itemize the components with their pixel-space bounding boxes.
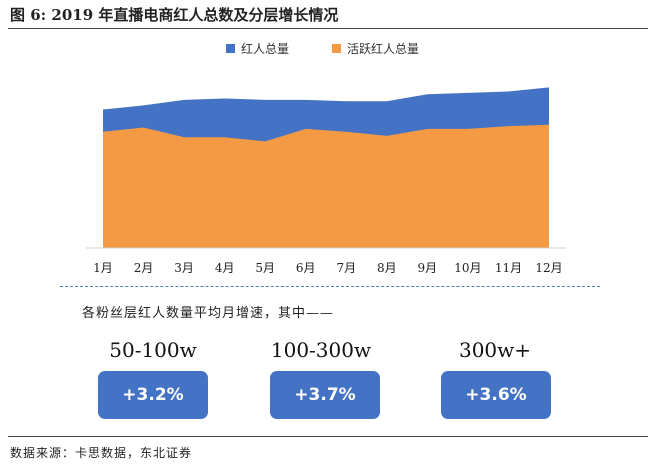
top-divider [8,28,648,29]
chart-legend: 红人总量 活跃红人总量 [0,40,656,60]
legend-swatch-total [226,44,235,53]
tier-label-text: 100-300w [270,338,372,362]
tier-label-50-100w: 50-100w [53,338,253,362]
x-tick-label: 3月 [174,261,194,275]
area-chart: 1月 2月 3月 4月 5月 6月 7月 8月 9月 10月 11月 12月 [86,87,566,275]
x-tick-label: 5月 [255,261,275,275]
tier-growth-badge-100-300w: +3.7% [270,371,380,419]
legend-item-total: 红人总量 [226,40,289,57]
x-tick-label: 9月 [418,261,438,275]
tier-growth-badge-50-100w: +3.2% [98,371,208,419]
dashed-divider [60,286,600,287]
x-tick-label: 4月 [215,261,235,275]
area-series-active [103,124,549,248]
tier-label-100-300w: 100-300w [221,338,421,362]
bottom-divider [8,436,648,437]
x-tick-label: 2月 [134,261,154,275]
x-tick-label: 12月 [535,261,562,275]
x-tick-label: 10月 [454,261,481,275]
growth-note: 各粉丝层红人数量平均月增速，其中—— [82,306,335,321]
x-tick-label: 7月 [336,261,356,275]
source-note: 数据来源：卡思数据，东北证券 [10,446,193,460]
legend-item-active: 活跃红人总量 [332,40,419,57]
legend-label-active: 活跃红人总量 [347,42,420,56]
tier-label-text: 300w+ [458,338,532,362]
x-tick-label: 11月 [495,261,522,275]
figure-title: 图 6: 2019 年直播电商红人总数及分层增长情况 [10,6,339,24]
tier-growth-badge-300w-plus: +3.6% [441,371,551,419]
tier-label-300w-plus: 300w+ [395,338,595,362]
legend-swatch-active [332,44,341,53]
x-tick-label: 8月 [377,261,397,275]
legend-label-total: 红人总量 [241,42,290,56]
x-tick-label: 6月 [296,261,316,275]
tier-label-text: 50-100w [109,338,197,362]
x-tick-label: 1月 [93,261,113,275]
